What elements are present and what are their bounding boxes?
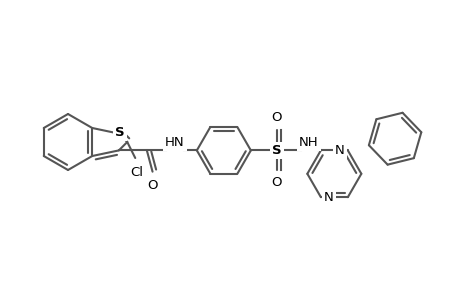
Text: O: O [271,176,281,189]
Text: N: N [334,144,344,157]
Text: S: S [271,144,281,157]
Text: O: O [147,179,157,192]
Text: NH: NH [298,136,318,149]
Text: N: N [323,191,333,204]
Text: O: O [271,111,281,124]
Text: HN: HN [165,136,184,149]
Text: Cl: Cl [130,166,143,179]
Text: S: S [115,126,124,139]
